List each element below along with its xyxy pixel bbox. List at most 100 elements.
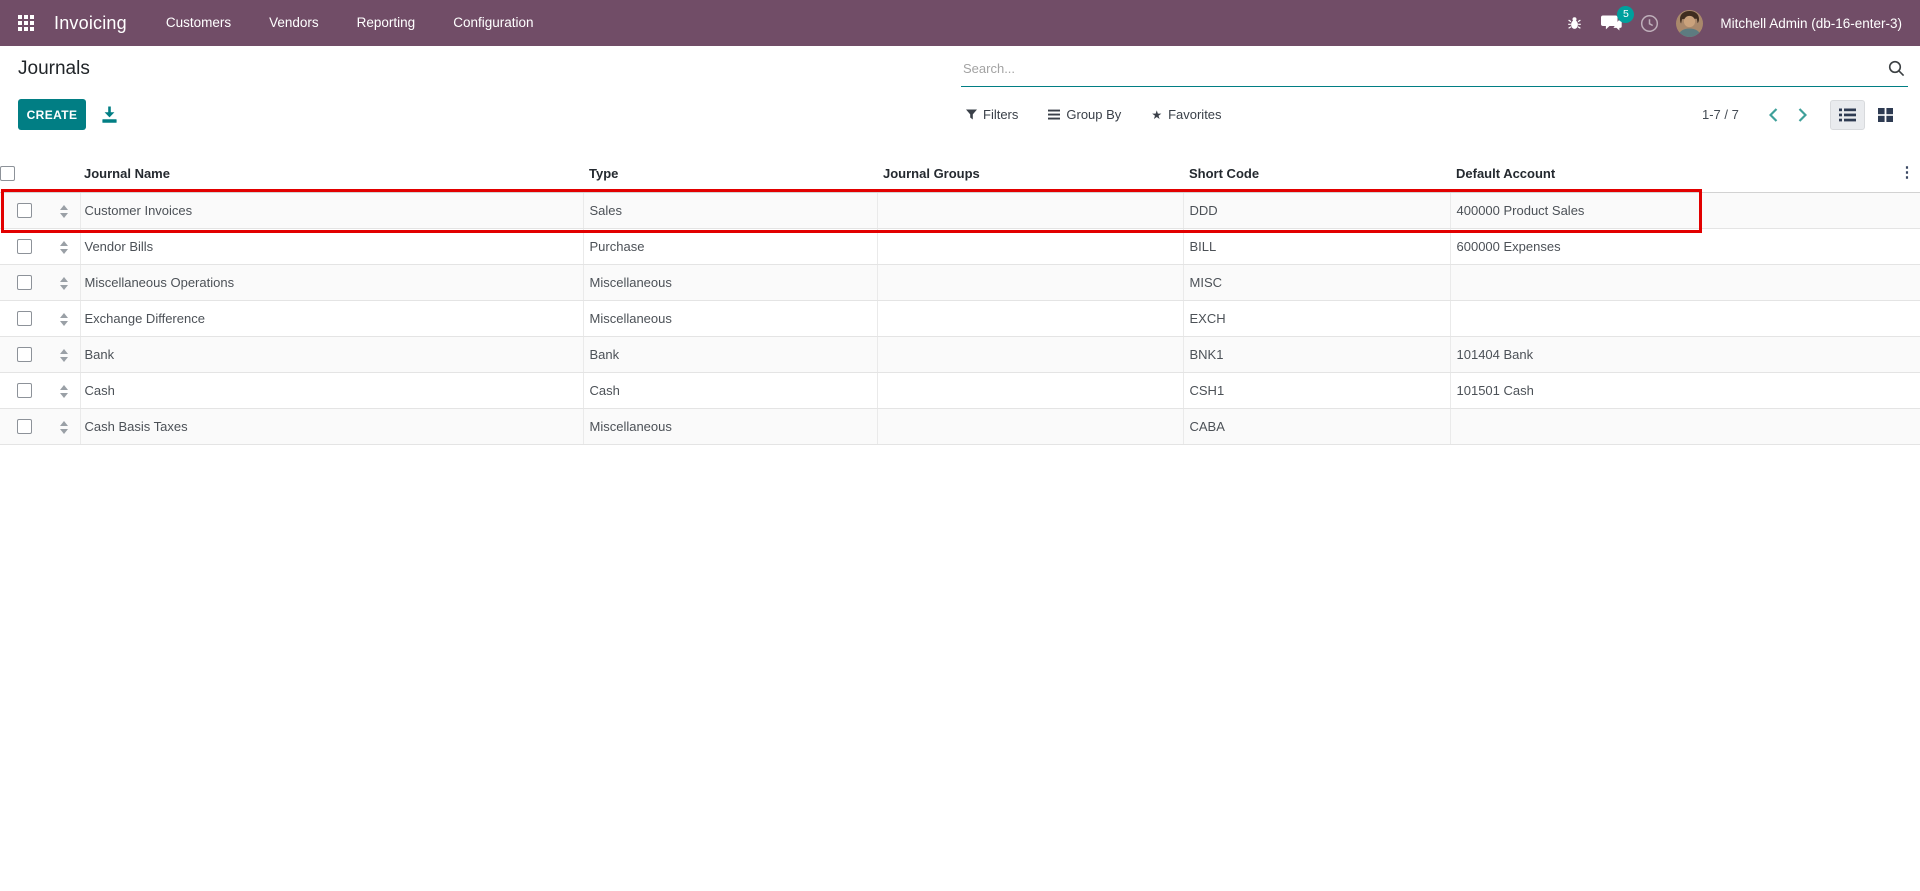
row-checkbox[interactable] <box>16 275 32 291</box>
cell-journal-name: Cash Basis Taxes <box>80 408 584 445</box>
cell-journal-groups <box>877 372 1184 409</box>
group-by-button[interactable]: Group By <box>1043 107 1126 122</box>
topbar: Invoicing Customers Vendors Reporting Co… <box>0 0 1920 46</box>
menu-reporting[interactable]: Reporting <box>356 15 416 30</box>
cell-type: Miscellaneous <box>583 408 878 445</box>
cell-default-account: 600000 Expenses <box>1450 228 1920 265</box>
drag-handle-icon[interactable] <box>59 276 68 290</box>
cell-default-account: 400000 Product Sales <box>1450 192 1920 229</box>
column-header-short-code[interactable]: Short Code <box>1183 155 1450 193</box>
kanban-view-icon <box>1878 107 1893 122</box>
row-checkbox[interactable] <box>16 239 32 255</box>
menu-configuration[interactable]: Configuration <box>453 15 534 30</box>
row-checkbox[interactable] <box>16 311 32 327</box>
cell-default-account <box>1450 300 1920 337</box>
cell-short-code: DDD <box>1183 192 1451 229</box>
cell-journal-name: Customer Invoices <box>80 192 584 229</box>
messages-icon[interactable]: 5 <box>1600 5 1635 33</box>
filter-funnel-icon <box>966 109 977 120</box>
column-header-journal-groups[interactable]: Journal Groups <box>877 155 1183 193</box>
cell-default-account <box>1450 408 1920 445</box>
cell-type: Bank <box>583 336 878 373</box>
journal-table-body: Customer Invoices Sales DDD 400000 Produ… <box>0 192 1920 445</box>
searchbar <box>961 50 1908 87</box>
cell-short-code: BILL <box>1183 228 1451 265</box>
column-header-default-account[interactable]: Default Account <box>1450 155 1920 193</box>
table-row[interactable]: Cash Cash CSH1 101501 Cash <box>0 372 1920 409</box>
header-row: Journal Name Type Journal Groups Short C… <box>0 155 1920 193</box>
messages-count-badge: 5 <box>1617 5 1635 23</box>
cell-journal-groups <box>877 228 1184 265</box>
favorites-button[interactable]: ★ Favorites <box>1151 107 1222 122</box>
row-checkbox[interactable] <box>16 383 32 399</box>
cell-type: Miscellaneous <box>583 264 878 301</box>
row-checkbox[interactable] <box>16 419 32 435</box>
group-by-bars-icon <box>1048 109 1061 120</box>
row-checkbox[interactable] <box>16 347 32 363</box>
cell-journal-name: Vendor Bills <box>80 228 584 265</box>
cell-journal-groups <box>877 408 1184 445</box>
list-view-button[interactable] <box>1830 99 1865 130</box>
topbar-right: 5 Mitchell Admin (db-16-enter-3) <box>1566 5 1920 37</box>
cell-short-code: CSH1 <box>1183 372 1451 409</box>
export-download-icon[interactable] <box>97 103 121 127</box>
filters-button[interactable]: Filters <box>961 107 1023 122</box>
cell-journal-groups <box>877 336 1184 373</box>
drag-handle-icon[interactable] <box>59 240 68 254</box>
pager-previous-icon[interactable] <box>1759 107 1788 122</box>
cell-journal-groups <box>877 192 1184 229</box>
cell-type: Miscellaneous <box>583 300 878 337</box>
pager-range: 1-7 / 7 <box>1702 107 1739 122</box>
user-avatar[interactable] <box>1676 9 1704 37</box>
cell-short-code: BNK1 <box>1183 336 1451 373</box>
user-name[interactable]: Mitchell Admin (db-16-enter-3) <box>1720 15 1902 31</box>
cell-type: Cash <box>583 372 878 409</box>
table-row[interactable]: Vendor Bills Purchase BILL 600000 Expens… <box>0 228 1920 265</box>
table-row[interactable]: Cash Basis Taxes Miscellaneous CABA <box>0 408 1920 445</box>
column-header-type[interactable]: Type <box>583 155 877 193</box>
pager: 1-7 / 7 <box>1702 99 1817 130</box>
drag-handle-icon[interactable] <box>59 312 68 326</box>
cell-journal-name: Cash <box>80 372 584 409</box>
drag-handle-icon[interactable] <box>59 204 68 218</box>
column-header-journal-name[interactable]: Journal Name <box>80 155 583 193</box>
search-input[interactable] <box>961 60 1888 76</box>
cell-journal-name: Bank <box>80 336 584 373</box>
journal-list: Journal Name Type Journal Groups Short C… <box>0 155 1920 445</box>
kanban-view-button[interactable] <box>1868 100 1903 130</box>
cell-type: Sales <box>583 192 878 229</box>
cell-default-account <box>1450 264 1920 301</box>
table-row[interactable]: Bank Bank BNK1 101404 Bank <box>0 336 1920 373</box>
menu-vendors[interactable]: Vendors <box>269 15 319 30</box>
apps-menu-icon[interactable] <box>18 15 34 31</box>
menu-customers[interactable]: Customers <box>165 15 232 30</box>
cell-type: Purchase <box>583 228 878 265</box>
cell-short-code: MISC <box>1183 264 1451 301</box>
filterbar: Filters Group By ★ Favorites <box>961 99 1227 130</box>
table-row[interactable]: Exchange Difference Miscellaneous EXCH <box>0 300 1920 337</box>
activities-clock-icon[interactable] <box>1640 14 1659 33</box>
cell-default-account: 101404 Bank <box>1450 336 1920 373</box>
create-button[interactable]: CREATE <box>18 99 86 130</box>
select-all-checkbox[interactable] <box>0 166 15 182</box>
debug-bug-icon[interactable] <box>1566 15 1583 31</box>
row-checkbox[interactable] <box>16 203 32 219</box>
favorites-star-icon: ★ <box>1151 107 1163 122</box>
topnav: Customers Vendors Reporting Configuratio… <box>147 0 553 46</box>
search-icon[interactable] <box>1888 60 1905 77</box>
table-row[interactable]: Miscellaneous Operations Miscellaneous M… <box>0 264 1920 301</box>
drag-handle-icon[interactable] <box>59 384 68 398</box>
cell-short-code: CABA <box>1183 408 1451 445</box>
page-title: Journals <box>18 58 90 79</box>
cell-journal-name: Miscellaneous Operations <box>80 264 584 301</box>
drag-handle-icon[interactable] <box>59 420 68 434</box>
table-row[interactable]: Customer Invoices Sales DDD 400000 Produ… <box>0 192 1920 229</box>
list-view-icon <box>1839 108 1856 121</box>
app-name[interactable]: Invoicing <box>54 12 127 33</box>
optional-columns-toggle-icon[interactable]: ⋮ <box>1899 164 1915 181</box>
pager-next-icon[interactable] <box>1788 107 1817 122</box>
cell-short-code: EXCH <box>1183 300 1451 337</box>
cell-journal-name: Exchange Difference <box>80 300 584 337</box>
cell-journal-groups <box>877 300 1184 337</box>
drag-handle-icon[interactable] <box>59 348 68 362</box>
